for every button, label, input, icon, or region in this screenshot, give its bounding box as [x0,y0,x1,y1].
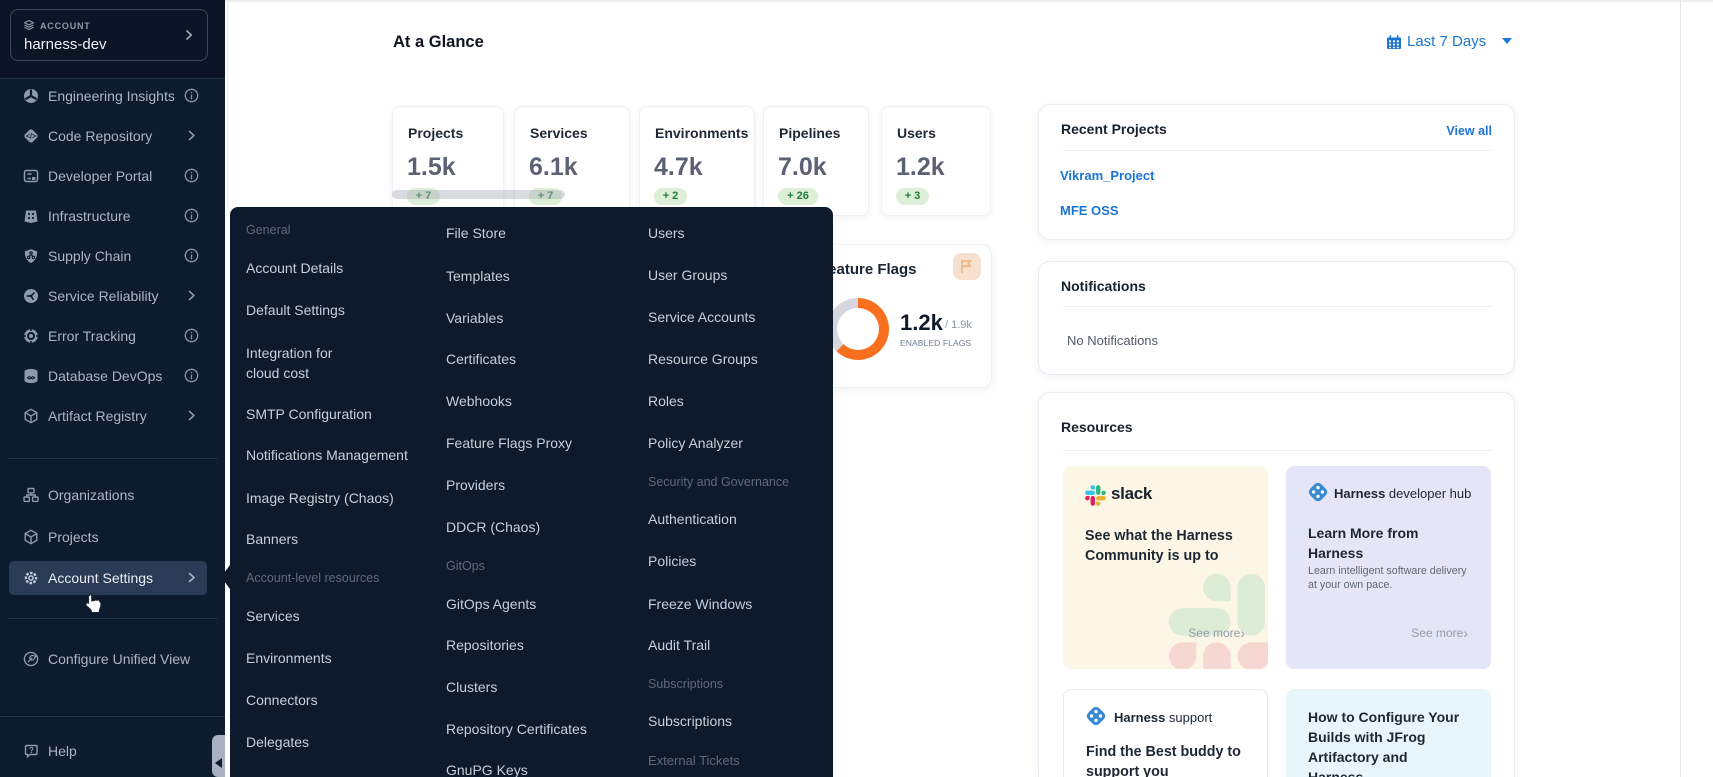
svg-text:</>: </> [26,134,36,141]
svg-text:?: ? [29,746,34,755]
